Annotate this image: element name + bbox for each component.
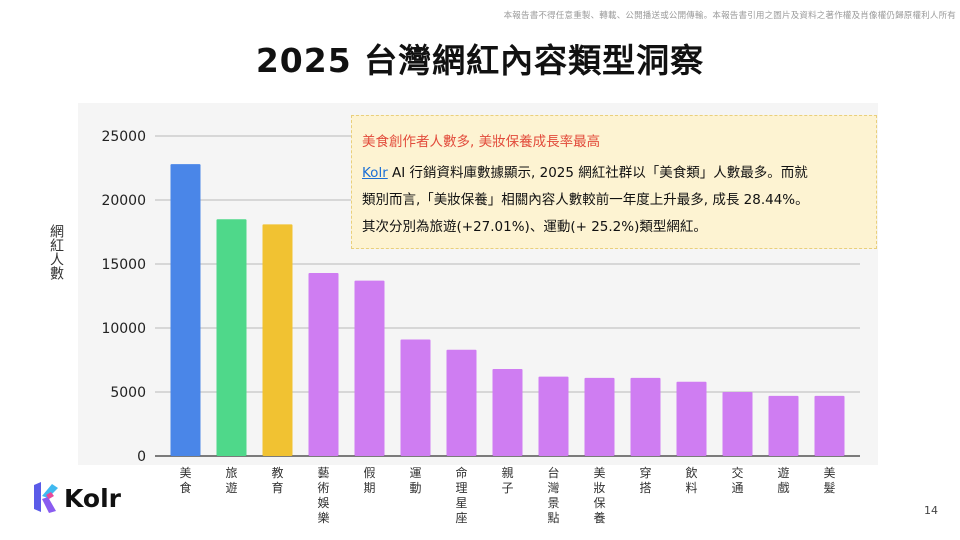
x-tick-label: 美食 xyxy=(179,466,191,495)
bar xyxy=(308,272,339,456)
bar xyxy=(814,395,845,456)
kolr-logo-icon xyxy=(34,482,58,513)
x-tick-label: 交通 xyxy=(731,465,743,495)
kolr-logo-text: Kolr xyxy=(64,483,122,513)
bar xyxy=(492,368,523,456)
bar xyxy=(446,349,477,456)
x-tick-label: 美髮 xyxy=(823,466,835,495)
insight-body: Kolr AI 行銷資料庫數據顯示, 2025 網紅社群以「美食類」人數最多。而… xyxy=(362,160,866,241)
bar xyxy=(630,377,661,456)
insight-line-1-text: AI 行銷資料庫數據顯示, 2025 網紅社群以「美食類」人數最多。而就 xyxy=(387,165,808,181)
y-tick-label: 20000 xyxy=(101,193,146,209)
x-tick-label: 飲料 xyxy=(685,465,697,495)
x-tick-label: 運動 xyxy=(409,466,421,495)
bar xyxy=(722,392,753,456)
x-tick-label: 親子 xyxy=(501,466,513,495)
y-tick-label: 10000 xyxy=(101,321,146,337)
bar xyxy=(216,219,247,456)
x-tick-label: 假期 xyxy=(363,466,375,495)
y-tick-label: 5000 xyxy=(110,385,146,401)
x-tick-label: 穿搭 xyxy=(639,465,651,495)
y-tick-label: 15000 xyxy=(101,257,146,273)
x-tick-label: 台灣景點 xyxy=(547,465,559,525)
bar xyxy=(584,377,615,456)
insight-line-3: 其次分別為旅遊(+27.01%)、運動(+ 25.2%)類型網紅。 xyxy=(362,219,707,235)
x-tick-label: 命理星座 xyxy=(455,465,467,525)
kolr-logo: Kolr xyxy=(32,481,121,515)
bar xyxy=(262,224,293,456)
insight-line-2: 類別而言,「美妝保養」相關內容人數較前一年度上升最多, 成長 28.44%。 xyxy=(362,192,809,208)
disclaimer-text: 本報告書不得任意重製、轉載、公開播送或公開傳輸。本報告書引用之圖片及資料之著作權… xyxy=(503,11,956,21)
y-tick-label: 25000 xyxy=(101,129,146,145)
bar xyxy=(768,395,799,456)
x-tick-label: 美妝保養 xyxy=(593,466,605,525)
page-title: 2025 台灣網紅內容類型洞察 xyxy=(255,41,705,80)
insight-callout: 美食創作者人數多, 美妝保養成長率最高 Kolr AI 行銷資料庫數據顯示, 2… xyxy=(351,115,877,249)
bar xyxy=(354,280,385,456)
kolr-link[interactable]: Kolr xyxy=(362,165,388,181)
bar xyxy=(400,339,431,456)
bar xyxy=(170,164,201,456)
x-tick-label: 旅遊 xyxy=(225,466,237,495)
x-tick-label: 藝術娛樂 xyxy=(317,466,329,525)
insight-heading: 美食創作者人數多, 美妝保養成長率最高 xyxy=(362,134,601,150)
page-number: 14 xyxy=(924,504,938,517)
insight-line-1: Kolr AI 行銷資料庫數據顯示, 2025 網紅社群以「美食類」人數最多。而… xyxy=(362,160,866,187)
y-axis-label: 網紅人數 xyxy=(48,224,64,280)
x-tick-label: 教育 xyxy=(271,465,283,495)
y-tick-label: 0 xyxy=(137,449,146,465)
bar xyxy=(676,381,707,456)
x-tick-label: 遊戲 xyxy=(777,465,789,495)
bar xyxy=(538,376,569,456)
